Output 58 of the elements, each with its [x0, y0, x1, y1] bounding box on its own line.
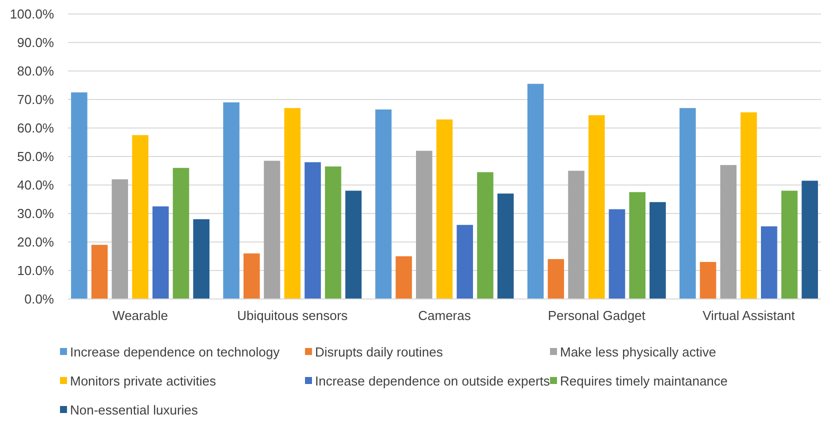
bar: [740, 112, 757, 299]
bar: [223, 102, 240, 299]
bar: [548, 259, 564, 299]
bar: [71, 92, 88, 299]
legend-label: Non-essential luxuries: [70, 402, 198, 418]
bar: [436, 119, 453, 299]
y-tick-label: 50.0%: [17, 149, 54, 164]
x-tick-label: Ubiquitous sensors: [237, 308, 348, 323]
y-tick-label: 100.0%: [10, 6, 54, 22]
legend-label: Requires timely maintanance: [560, 374, 728, 389]
legend-label: Monitors private activities: [70, 374, 216, 389]
x-tick-label: Cameras: [418, 308, 472, 323]
x-tick-label: Virtual Assistant: [702, 308, 796, 323]
bar: [497, 194, 514, 299]
y-tick-label: 0.0%: [24, 292, 54, 307]
bar: [700, 262, 716, 299]
bar: [720, 165, 737, 299]
bar: [650, 202, 666, 299]
bar: [608, 209, 626, 299]
bar: [91, 244, 108, 299]
bar: [244, 253, 260, 299]
bar: [781, 190, 798, 299]
bar: [477, 172, 494, 299]
bar: [802, 180, 818, 299]
bar: [304, 162, 321, 299]
bar: [172, 168, 190, 299]
bar: [193, 219, 210, 299]
bar: [324, 166, 342, 299]
legend-label: Increase dependence on outside experts: [315, 374, 550, 389]
bar: [416, 150, 432, 299]
bar: [375, 109, 392, 299]
bar: [132, 135, 148, 299]
y-tick-label: 80.0%: [17, 64, 54, 79]
x-tick-label: Wearable: [112, 308, 168, 323]
bar: [527, 84, 544, 299]
bar: [588, 115, 605, 299]
bar: [152, 206, 169, 299]
legend-label: Disrupts daily routines: [315, 344, 444, 360]
legend-label: Increase dependence on technology: [70, 344, 280, 360]
bar: [568, 170, 584, 299]
bar: [264, 160, 280, 299]
bar: [680, 108, 696, 299]
y-tick-label: 10.0%: [17, 263, 54, 278]
y-tick-label: 20.0%: [17, 234, 54, 250]
bar: [396, 256, 412, 299]
bar: [456, 224, 473, 299]
bar: [112, 179, 128, 299]
y-tick-label: 90.0%: [17, 35, 54, 50]
bar: [345, 190, 362, 299]
x-tick-label: Personal Gadget: [548, 308, 646, 323]
y-tick-label: 30.0%: [17, 206, 54, 222]
bar: [284, 108, 301, 299]
y-tick-label: 60.0%: [17, 120, 54, 136]
bar: [629, 192, 646, 299]
y-tick-label: 40.0%: [17, 178, 54, 193]
y-tick-label: 70.0%: [17, 92, 54, 108]
bar: [760, 226, 778, 299]
legend-label: Make less physically active: [560, 344, 716, 360]
